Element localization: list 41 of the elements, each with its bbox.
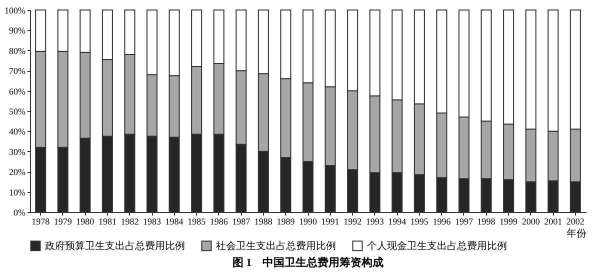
x-tick-label: 1983 bbox=[143, 216, 162, 226]
x-tick-label: 2002 bbox=[566, 216, 584, 226]
y-tick-label: 100% bbox=[4, 6, 26, 16]
x-tick-label: 1987 bbox=[232, 216, 251, 226]
x-tick-label: 1981 bbox=[98, 216, 116, 226]
x-tick-label: 1999 bbox=[500, 216, 518, 226]
legend-label: 个人现金卫生支出占总费用比例 bbox=[367, 240, 507, 252]
y-tick-label: 30% bbox=[9, 146, 26, 157]
x-axis-title: 年份 bbox=[566, 228, 586, 240]
x-tick-label: 1982 bbox=[120, 216, 139, 226]
y-tick-label: 60% bbox=[9, 86, 26, 96]
x-tick-label: 1995 bbox=[410, 216, 429, 226]
y-tick-label: 0% bbox=[14, 208, 26, 218]
y-tick-label: 70% bbox=[9, 66, 26, 76]
x-tick-label: 1985 bbox=[188, 216, 206, 226]
x-tick-label: 1994 bbox=[388, 216, 407, 226]
x-tick-label: 2001 bbox=[544, 216, 562, 226]
x-tick-label: 2000 bbox=[522, 216, 540, 226]
x-tick-label: 1992 bbox=[344, 216, 362, 226]
x-tick-label: 1990 bbox=[299, 216, 318, 226]
x-tick-label: 1978 bbox=[32, 216, 50, 226]
x-tick-label: 1986 bbox=[210, 216, 228, 226]
y-tick-label: 40% bbox=[9, 126, 26, 137]
x-tick-label: 1993 bbox=[366, 216, 384, 226]
x-tick-label: 1988 bbox=[254, 216, 273, 226]
y-tick-label: 10% bbox=[9, 187, 26, 198]
legend-label: 社会卫生支出占总费用比例 bbox=[216, 240, 336, 252]
x-tick-label: 1989 bbox=[276, 216, 296, 226]
y-tick-label: 80% bbox=[9, 46, 26, 56]
text: 图 1 中国卫生总费用筹资构成 bbox=[232, 256, 384, 269]
x-tick-label: 1996 bbox=[432, 216, 452, 226]
x-tick-label: 1980 bbox=[76, 216, 95, 226]
x-tick-label: 1991 bbox=[321, 216, 340, 226]
x-tick-label: 1997 bbox=[454, 216, 474, 226]
x-tick-label: 1984 bbox=[165, 216, 184, 226]
y-tick-label: 90% bbox=[9, 26, 26, 36]
legend-label: 政府预算卫生支出占总费用比例 bbox=[45, 240, 185, 252]
x-tick-label: 1979 bbox=[54, 216, 72, 226]
y-tick-label: 50% bbox=[9, 106, 26, 116]
x-tick-label: 1998 bbox=[477, 216, 496, 226]
y-tick-label: 20% bbox=[9, 167, 26, 178]
